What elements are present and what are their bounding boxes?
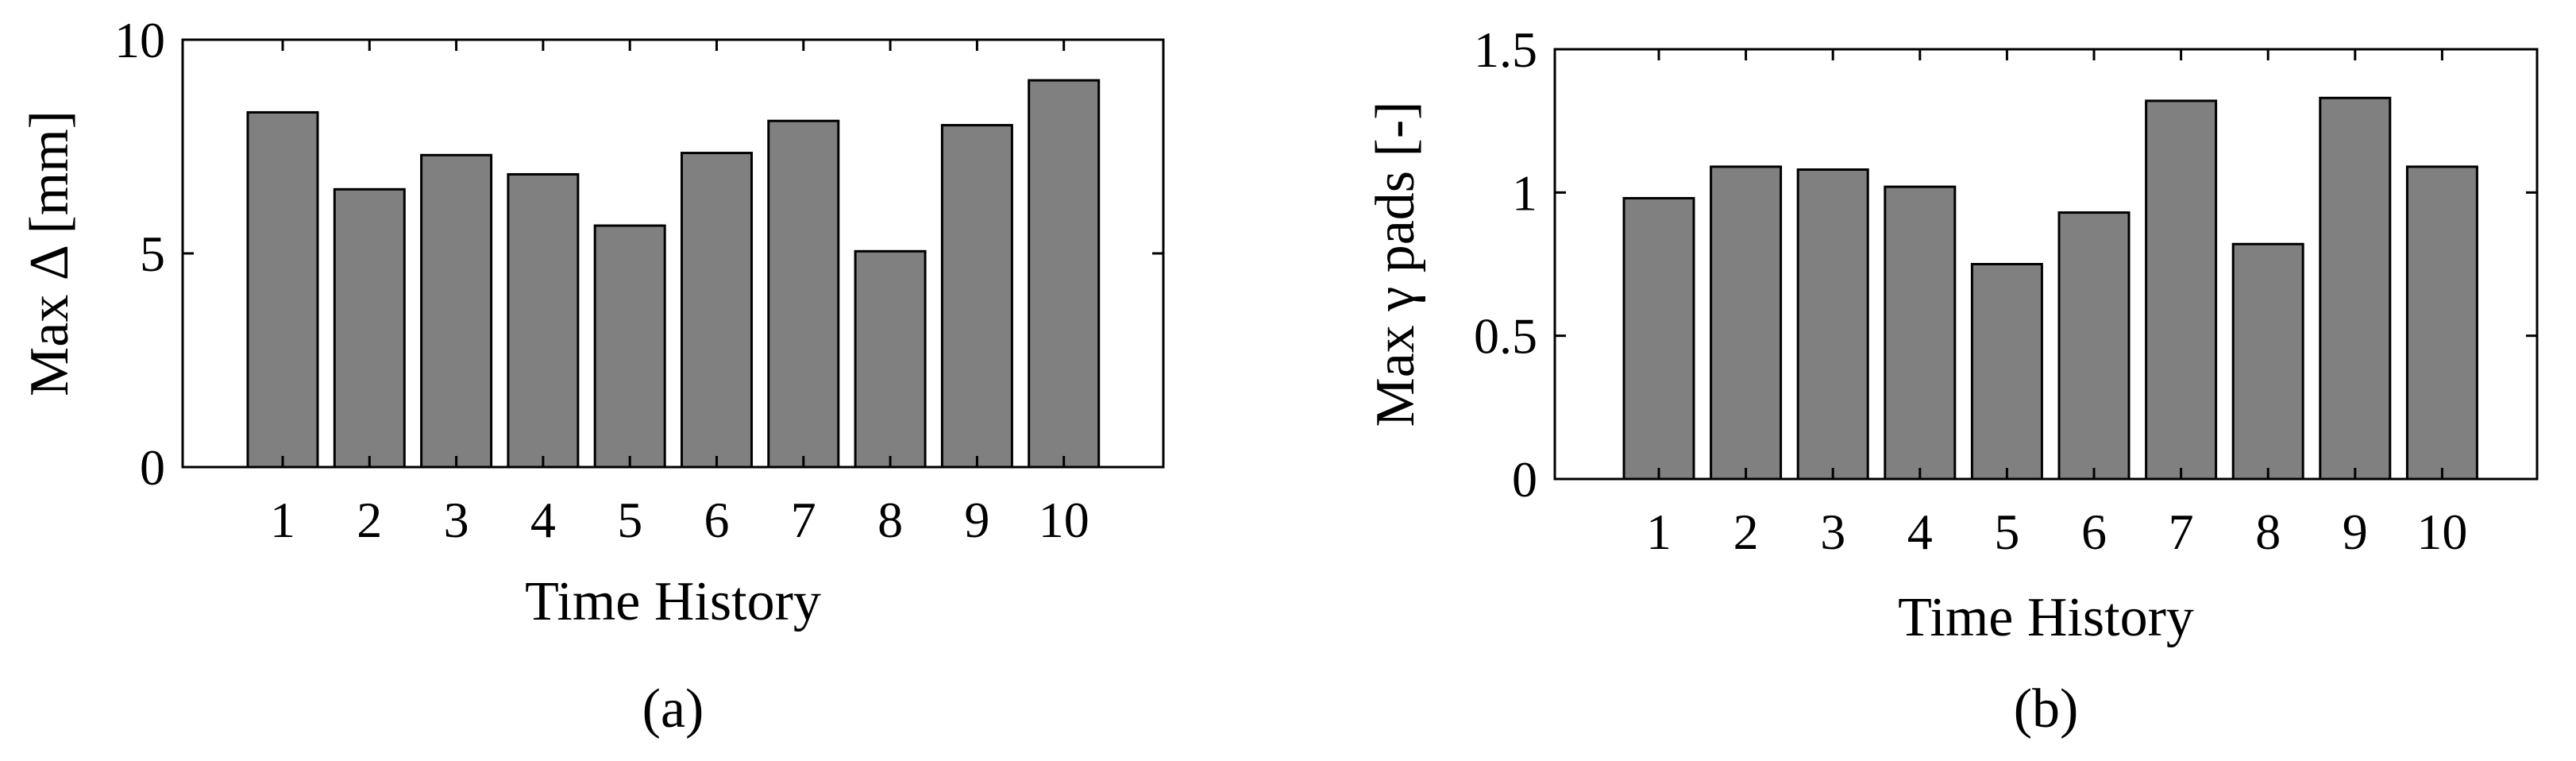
x-axis-label: Time History: [525, 571, 821, 632]
bar-4: [1884, 185, 1957, 481]
bar-10: [2405, 165, 2478, 481]
bar-3: [1796, 168, 1869, 481]
panel-label: (a): [642, 678, 704, 740]
bar-2: [333, 187, 406, 469]
y-tick-label: 0.5: [1474, 308, 1537, 365]
bar-9: [2319, 96, 2392, 481]
bar-8: [2231, 242, 2304, 481]
x-tick-label: 5: [617, 492, 642, 548]
bar-8: [854, 249, 927, 469]
x-tick-label: 4: [1907, 504, 1933, 560]
bar-9: [940, 124, 1013, 469]
bar-7: [767, 119, 840, 469]
x-tick-label: 2: [1733, 504, 1759, 560]
x-tick-label: 10: [1039, 492, 1089, 548]
y-axis-label: Max γ pads [-]: [1365, 102, 1426, 427]
bar-7: [2145, 99, 2218, 481]
bar-1: [246, 110, 319, 469]
bar-3: [420, 153, 493, 469]
y-axis-label: Max Δ [mm]: [19, 110, 80, 396]
x-tick-label: 2: [357, 492, 382, 548]
x-tick-label: 3: [1820, 504, 1845, 560]
x-tick-label: 8: [2255, 504, 2281, 560]
y-tick-label: 5: [140, 226, 165, 282]
bar-10: [1028, 79, 1101, 469]
y-tick-label: 10: [114, 12, 165, 68]
x-tick-label: 1: [270, 492, 295, 548]
x-tick-label: 8: [877, 492, 903, 548]
x-tick-label: 7: [2169, 504, 2194, 560]
y-tick-label: 0: [1512, 451, 1537, 508]
x-tick-label: 6: [704, 492, 730, 548]
bar-5: [1970, 263, 2043, 481]
bar-5: [593, 224, 666, 469]
y-tick-label: 1: [1512, 164, 1537, 221]
bar-4: [507, 172, 580, 469]
x-tick-label: 4: [530, 492, 556, 548]
bar-2: [1710, 165, 1783, 481]
x-tick-label: 7: [791, 492, 816, 548]
x-tick-label: 1: [1646, 504, 1672, 560]
plot-frame: [1553, 48, 2539, 481]
bar-6: [681, 152, 753, 469]
plot-frame: [181, 38, 1165, 469]
chart-b: 0 0.5 1 1.5 1 2 3 4 5 6 7 8 9 10 Time History Max γ pad…: [1365, 21, 2539, 740]
bar-6: [2057, 211, 2131, 481]
y-tick-label: 1.5: [1474, 21, 1537, 78]
x-axis-label: Time History: [1898, 587, 2194, 648]
chart-a: 0 5 10 1 2 3 4 5 6 7 8 9 10 Time History Max Δ [mm] (a): [19, 12, 1165, 740]
bar-1: [1622, 197, 1695, 481]
y-tick-label: 0: [140, 439, 165, 496]
x-tick-label: 5: [1994, 504, 2019, 560]
x-tick-label: 9: [2343, 504, 2368, 560]
x-tick-label: 6: [2081, 504, 2107, 560]
panel-label: (b): [2014, 678, 2079, 740]
x-tick-label: 3: [444, 492, 469, 548]
x-tick-label: 10: [2416, 504, 2467, 560]
x-tick-label: 9: [964, 492, 989, 548]
